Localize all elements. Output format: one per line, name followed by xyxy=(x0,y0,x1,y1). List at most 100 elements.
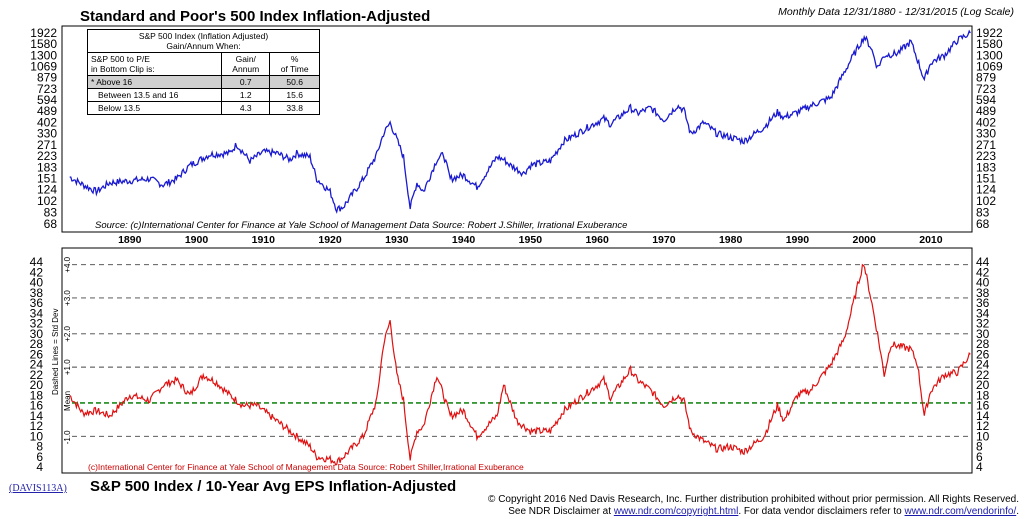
top-y-ticks-left: 1922158013001069879723594489402330271223… xyxy=(30,26,57,231)
pe-series-line xyxy=(69,263,971,466)
y-tick-label: 1580 xyxy=(976,37,1003,51)
y-tick-label: 20 xyxy=(30,378,44,392)
y-tick-label: 723 xyxy=(976,82,996,96)
x-tick-label: 1920 xyxy=(318,234,342,246)
y-tick-label: 10 xyxy=(976,429,990,443)
y-tick-label: 723 xyxy=(37,82,57,96)
y-tick-label: 26 xyxy=(976,347,990,361)
y-tick-label: 124 xyxy=(37,183,57,197)
top-source-note: Source: (c)International Center for Fina… xyxy=(95,220,627,231)
y-tick-label: 44 xyxy=(30,255,44,269)
y-tick-label: 489 xyxy=(976,104,996,118)
std-dev-bands: +4.0 +3.0 +2.0 +1.0 Mean -1.0 xyxy=(63,256,971,444)
table-row-gain: 0.7 xyxy=(221,75,270,89)
bottom-source-note: (c)International Center for Finance at Y… xyxy=(88,462,524,472)
y-tick-label: 223 xyxy=(37,149,57,163)
x-tick-label: 1950 xyxy=(519,234,543,246)
y-tick-label: 22 xyxy=(30,368,44,382)
y-tick-label: 402 xyxy=(37,115,57,129)
y-tick-label: 151 xyxy=(976,171,996,185)
y-tick-label: 1922 xyxy=(30,26,57,40)
y-tick-label: 102 xyxy=(37,194,57,208)
y-tick-label: 10 xyxy=(30,429,44,443)
table-row-gain: 4.3 xyxy=(221,101,270,115)
disclaimer-text: See NDR Disclaimer at xyxy=(508,506,614,517)
band-label: Mean xyxy=(63,391,72,411)
y-tick-label: 330 xyxy=(976,127,996,141)
y-tick-label: 879 xyxy=(37,71,57,85)
x-tick-label: 1970 xyxy=(652,234,676,246)
y-tick-label: 68 xyxy=(44,217,58,231)
bottom-panel xyxy=(61,247,973,474)
y-tick-label: 18 xyxy=(976,388,990,402)
table-row-pct: 50.6 xyxy=(269,75,320,89)
y-tick-label: 83 xyxy=(976,206,990,220)
top-y-ticks-right: 1922158013001069879723594489402330271223… xyxy=(976,26,1003,231)
x-tick-label: 2010 xyxy=(919,234,943,246)
disclaimer-text: . For data vendor disclaimers refer to xyxy=(738,506,905,517)
table-row-gain: 1.2 xyxy=(221,88,270,102)
y-tick-label: 1069 xyxy=(976,60,1003,74)
y-tick-label: 12 xyxy=(976,419,990,433)
y-tick-label: 26 xyxy=(30,347,44,361)
y-tick-label: 594 xyxy=(976,93,996,107)
y-tick-label: 68 xyxy=(976,217,990,231)
y-tick-label: 42 xyxy=(976,265,990,279)
y-tick-label: 8 xyxy=(976,440,983,454)
table-title-line2: Gain/Annum When: xyxy=(166,41,241,51)
band-label: +4.0 xyxy=(63,256,72,272)
y-tick-label: 1300 xyxy=(30,48,57,62)
table-row: * Above 16 0.7 50.6 xyxy=(87,75,320,89)
y-tick-label: 4 xyxy=(976,460,983,474)
y-tick-label: 36 xyxy=(976,296,990,310)
copyright-link[interactable]: www.ndr.com/copyright.html xyxy=(613,506,739,517)
y-tick-label: 32 xyxy=(976,317,990,331)
x-tick-label: 1900 xyxy=(185,234,209,246)
bottom-chart-title: S&P 500 Index / 10-Year Avg EPS Inflatio… xyxy=(90,478,457,495)
x-tick-label: 1940 xyxy=(452,234,476,246)
table-col2-header: Gain/Annum xyxy=(221,52,270,76)
y-tick-label: 30 xyxy=(30,327,44,341)
table-col1-header: S&P 500 to P/E in Bottom Clip is: xyxy=(87,52,222,76)
y-tick-label: 28 xyxy=(30,337,44,351)
band-label: +3.0 xyxy=(63,290,72,306)
top-chart-title: Standard and Poor's 500 Index Inflation-… xyxy=(80,8,430,25)
vendor-info-link[interactable]: www.ndr.com/vendorinfo/ xyxy=(904,506,1017,517)
table-row-label: * Above 16 xyxy=(87,75,222,89)
bottom-y-axis-label: Dashed Lines = Std Dev xyxy=(51,309,60,396)
gain-per-annum-table: S&P 500 Index (Inflation Adjusted) Gain/A… xyxy=(87,29,320,115)
y-tick-label: 24 xyxy=(976,358,990,372)
y-tick-label: 102 xyxy=(976,194,996,208)
y-tick-label: 1300 xyxy=(976,48,1003,62)
y-tick-label: 183 xyxy=(976,160,996,174)
y-tick-label: 8 xyxy=(36,440,43,454)
y-tick-label: 42 xyxy=(30,265,44,279)
x-tick-label: 1980 xyxy=(719,234,743,246)
table-title: S&P 500 Index (Inflation Adjusted) Gain/A… xyxy=(87,29,320,53)
table-row-label: Between 13.5 and 16 xyxy=(87,88,222,102)
x-tick-label: 2000 xyxy=(852,234,876,246)
x-tick-label: 1890 xyxy=(118,234,142,246)
x-tick-label: 1990 xyxy=(786,234,810,246)
x-axis-year-labels: 1890 1900 1910 1920 1930 1940 1950 1960 1970 1980… xyxy=(118,234,943,246)
top-chart-subtitle: Monthly Data 12/31/1880 - 12/31/2015 (Lo… xyxy=(778,6,1014,18)
y-tick-label: 36 xyxy=(30,296,44,310)
price-series-line xyxy=(69,29,971,214)
y-tick-label: 6 xyxy=(36,450,43,464)
table-row-pct: 33.8 xyxy=(269,101,320,115)
x-tick-label: 1930 xyxy=(385,234,409,246)
y-tick-label: 879 xyxy=(976,71,996,85)
y-tick-label: 271 xyxy=(37,138,57,152)
disclaimer-notice: See NDR Disclaimer at www.ndr.com/copyri… xyxy=(508,506,1019,517)
y-tick-label: 1069 xyxy=(30,60,57,74)
y-tick-label: 22 xyxy=(976,368,990,382)
table-row-pct: 15.6 xyxy=(269,88,320,102)
table-col3-header: % of Time xyxy=(269,52,320,76)
x-tick-label: 1910 xyxy=(252,234,276,246)
y-tick-label: 20 xyxy=(976,378,990,392)
y-tick-label: 34 xyxy=(976,306,990,320)
y-tick-label: 24 xyxy=(30,358,44,372)
copyright-notice: © Copyright 2016 Ned Davis Research, Inc… xyxy=(488,494,1019,505)
y-tick-label: 44 xyxy=(976,255,990,269)
